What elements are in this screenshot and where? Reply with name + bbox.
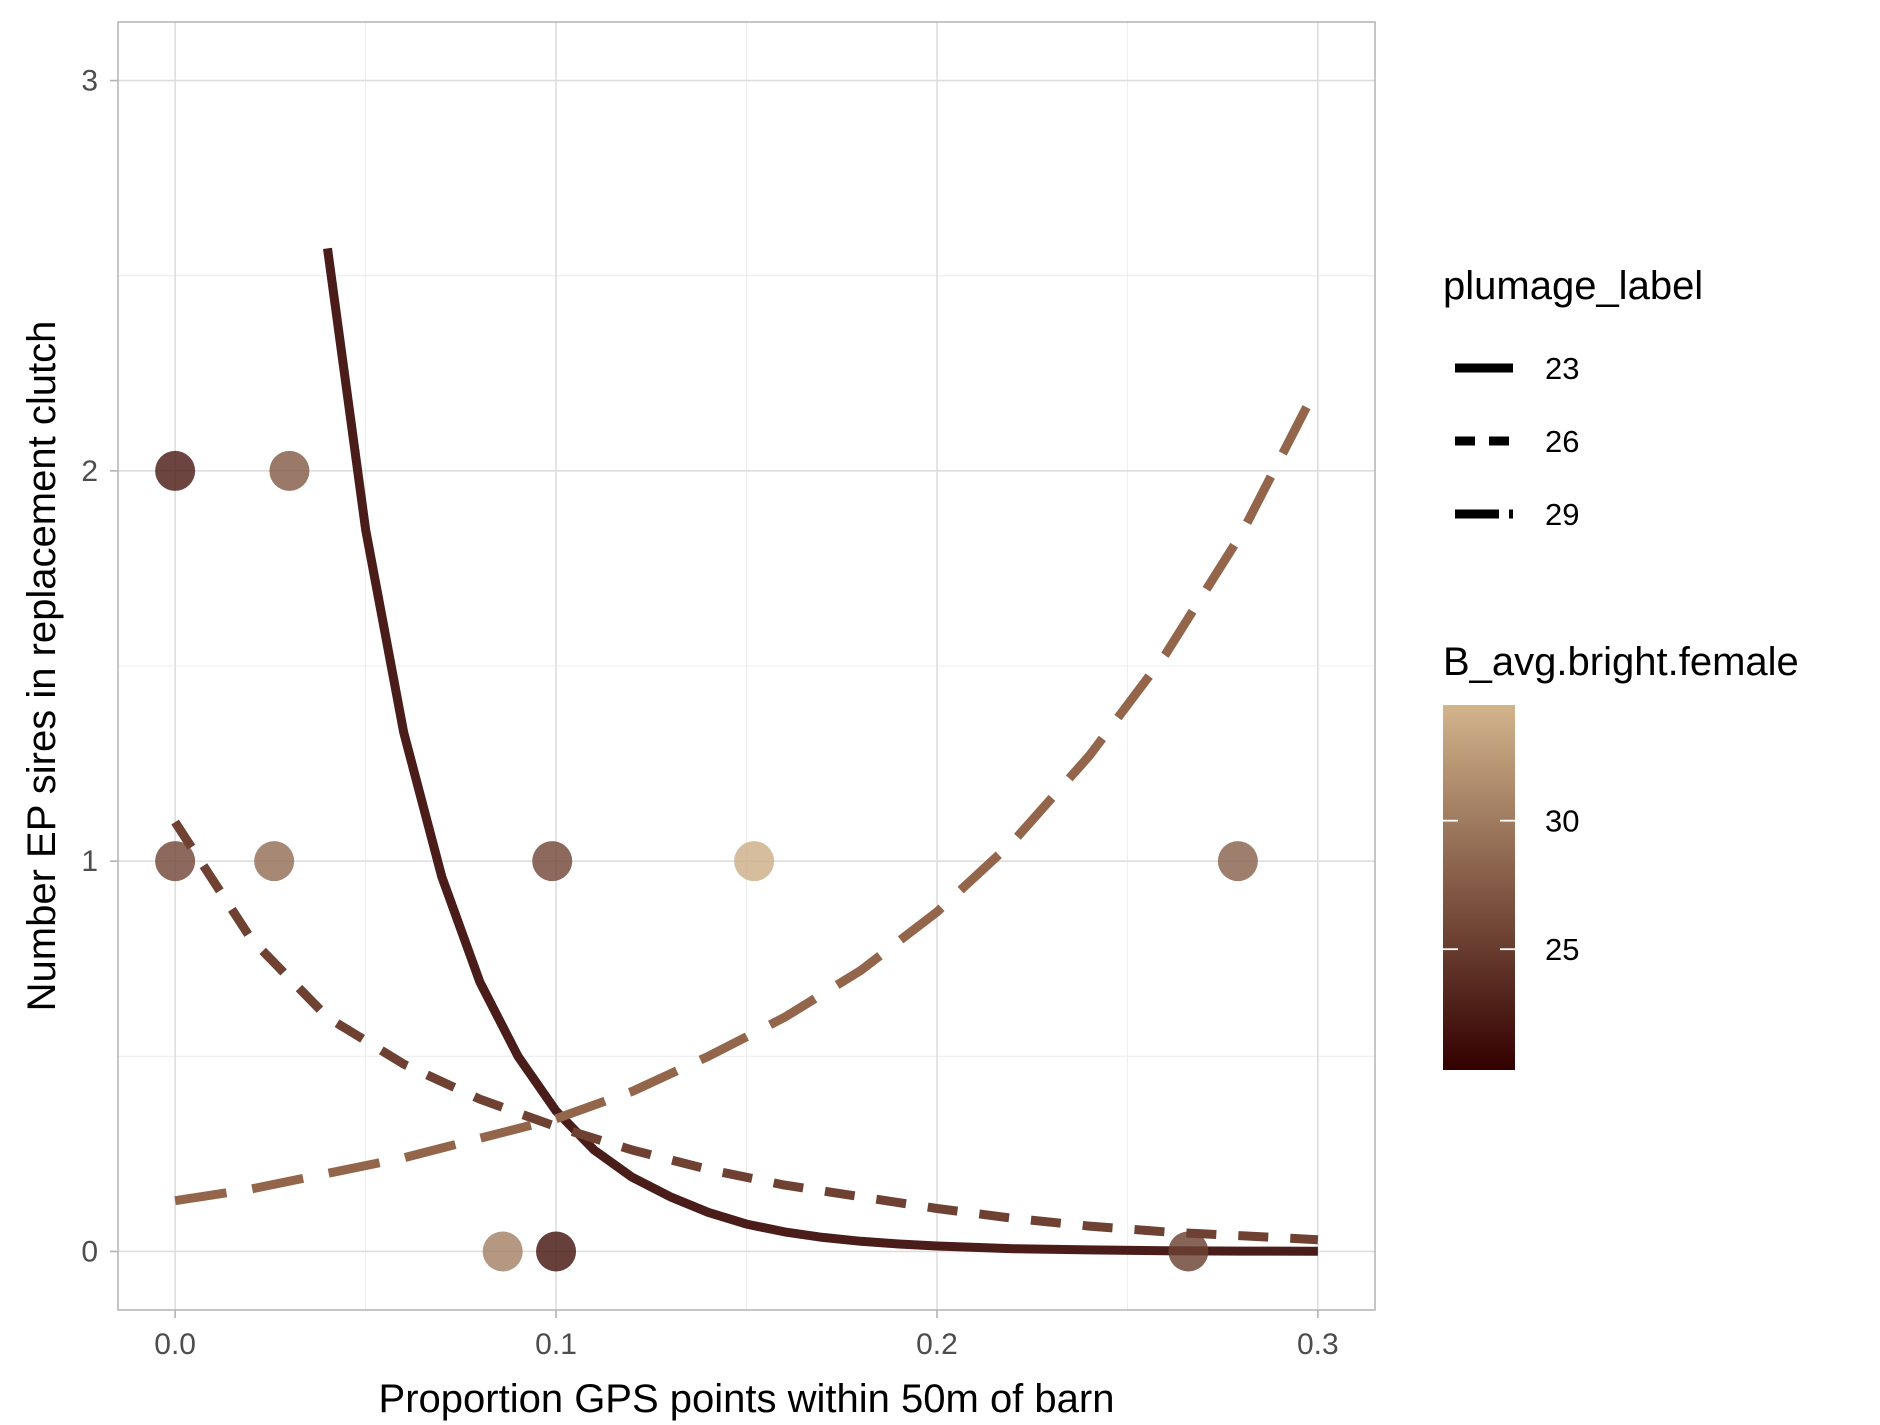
x-tick-label: 0.1	[535, 1328, 577, 1361]
y-axis-title: Number EP sires in replacement clutch	[20, 321, 64, 1012]
data-point	[1168, 1231, 1209, 1272]
x-axis-title: Proportion GPS points within 50m of barn	[379, 1377, 1115, 1421]
color-legend: B_avg.bright.female 25 30	[1443, 640, 1799, 1070]
colorbar-tick-label: 25	[1545, 932, 1579, 967]
linetype-legend-label-23: 23	[1545, 351, 1579, 386]
y-tick-label: 0	[81, 1235, 98, 1268]
linetype-legend-label-26: 26	[1545, 424, 1579, 459]
data-points	[155, 450, 1258, 1272]
color-legend-title: B_avg.bright.female	[1443, 640, 1799, 684]
x-tick-label: 0.3	[1297, 1328, 1339, 1361]
colorbar	[1443, 705, 1515, 1070]
x-tick-label: 0.0	[154, 1328, 196, 1361]
y-tick-label: 1	[81, 845, 98, 878]
y-tick-label: 3	[81, 65, 98, 98]
data-point	[482, 1231, 523, 1272]
linetype-legend-title: plumage_label	[1443, 264, 1703, 308]
data-point	[1217, 841, 1258, 882]
data-point	[269, 450, 310, 491]
data-point	[155, 450, 196, 491]
series-line-26	[171, 819, 1319, 1245]
colorbar-ticks: 25 30	[1443, 804, 1579, 967]
data-point	[254, 841, 295, 882]
colorbar-tick-label: 30	[1545, 804, 1579, 839]
axes: 0.0 0.1 0.2 0.3 0 1 2 3	[81, 65, 1338, 1361]
series-lines	[171, 247, 1322, 1256]
linetype-legend: plumage_label 23 26 29	[1443, 264, 1703, 532]
data-point	[155, 841, 196, 882]
series-line-29	[174, 382, 1322, 1206]
series-line-23	[323, 247, 1318, 1256]
linetype-legend-label-29: 29	[1545, 497, 1579, 532]
linetype-legend-items: 23 26 29	[1455, 351, 1579, 532]
data-point	[734, 841, 775, 882]
panel-border	[117, 21, 1376, 1311]
x-tick-label: 0.2	[916, 1328, 958, 1361]
data-point	[536, 1231, 577, 1272]
data-point	[532, 841, 573, 882]
y-tick-label: 2	[81, 455, 98, 488]
